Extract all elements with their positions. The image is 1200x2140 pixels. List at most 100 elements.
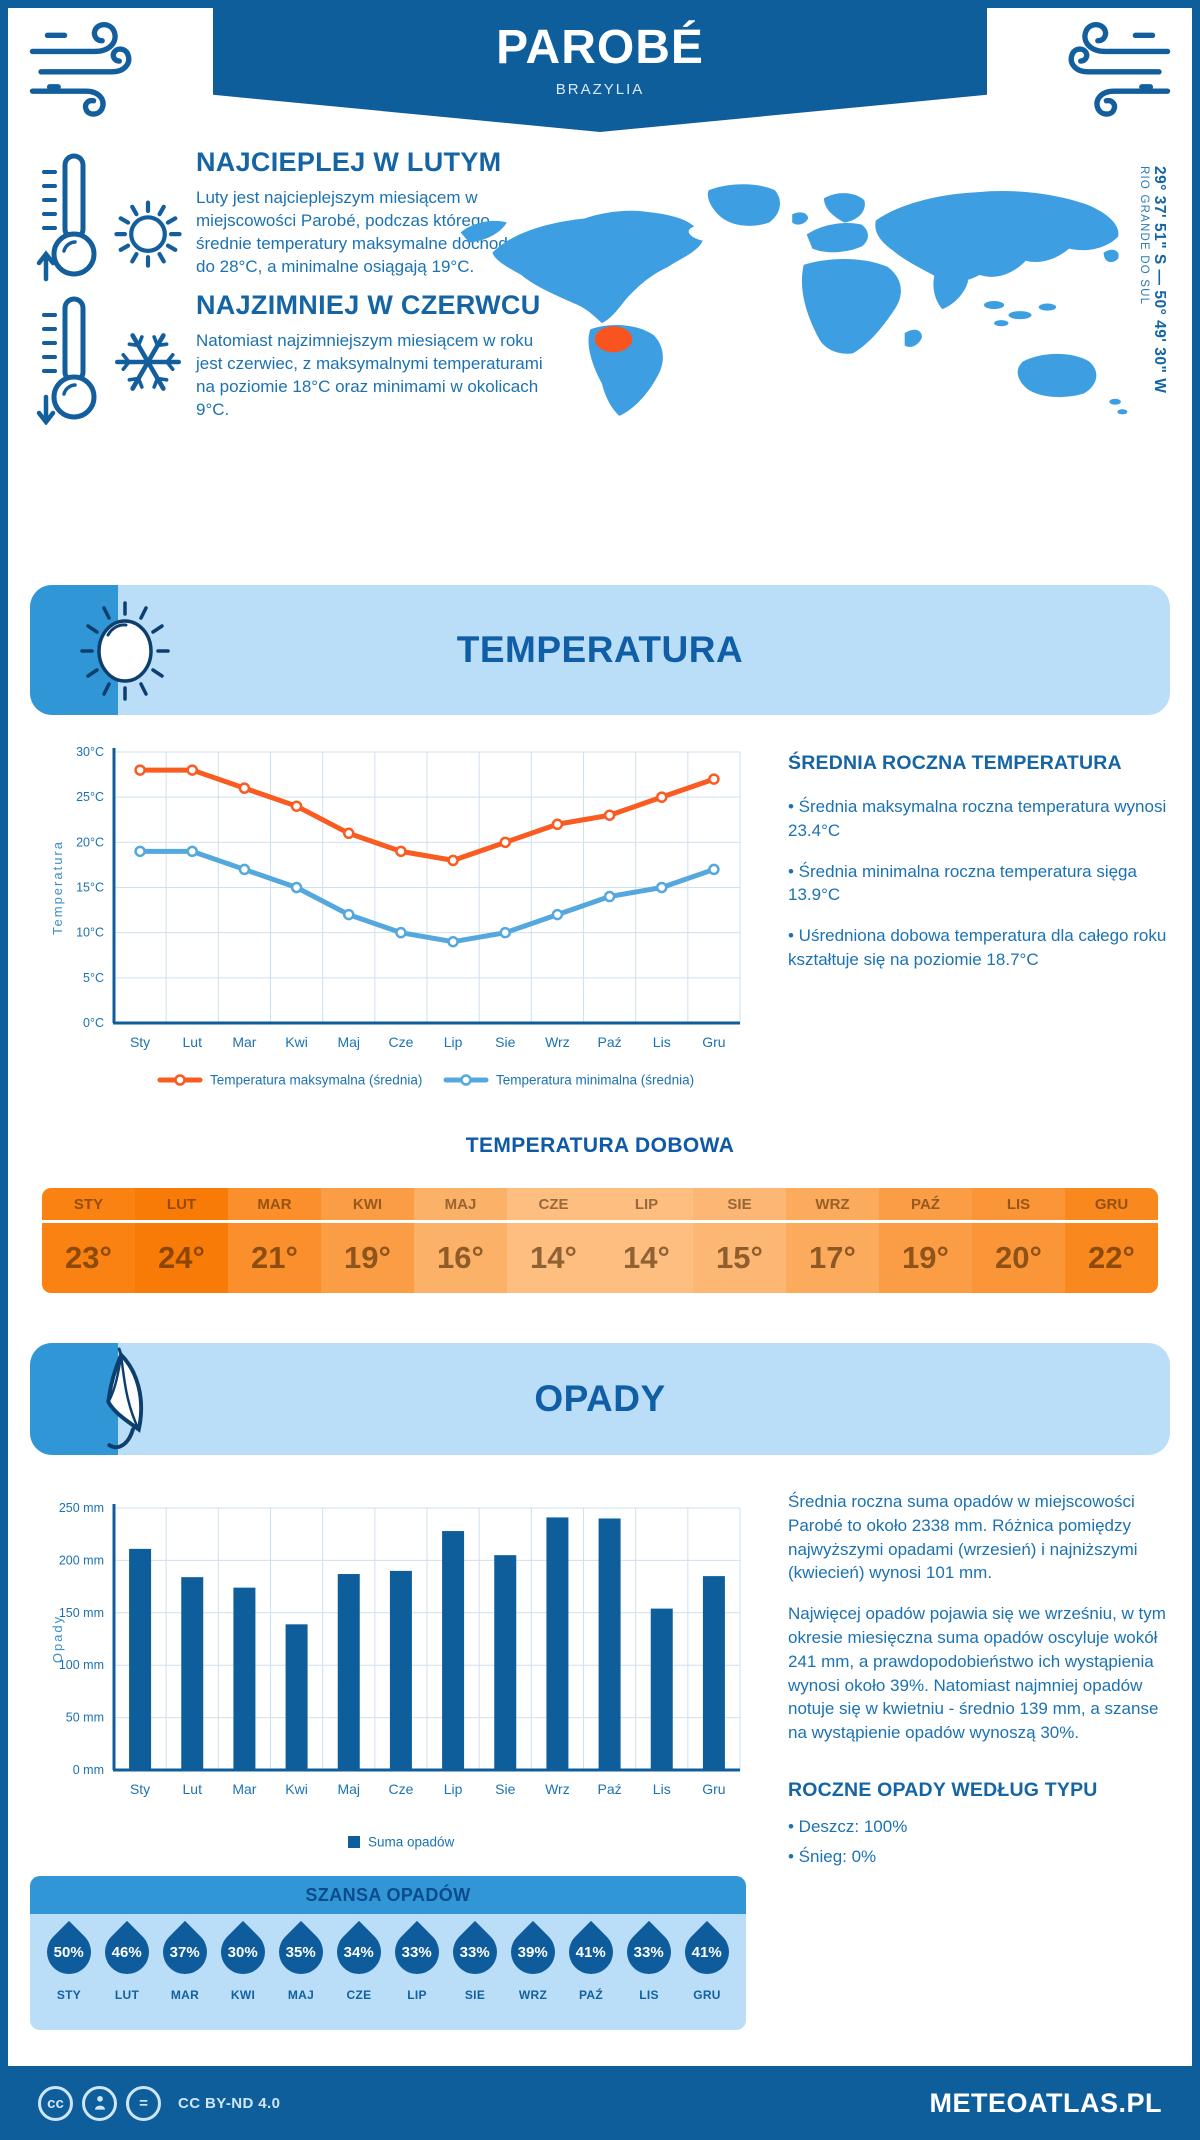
- banner-accent: [30, 1343, 118, 1455]
- page-title: PAROBÉ: [496, 21, 704, 74]
- world-map: [452, 156, 1144, 438]
- data-point: [603, 809, 616, 821]
- month-label: LIS: [639, 1988, 659, 2002]
- daily-temp-column: MAJ 16°: [414, 1188, 507, 1293]
- data-point: [290, 881, 303, 894]
- month-label: WRZ: [518, 1988, 548, 2002]
- attribution-person-icon: [82, 2085, 117, 2121]
- rain-chance-item: 35% MAJ: [269, 1914, 333, 2002]
- data-point: [186, 845, 198, 858]
- precip-bar: [337, 1574, 360, 1770]
- precip-bar: [285, 1624, 308, 1770]
- rain-chance-item: 50% STY: [37, 1914, 101, 2002]
- y-tick-label: 30°C: [76, 745, 104, 759]
- water-drop-icon: 34%: [327, 1920, 391, 1984]
- water-drop-icon: 41%: [675, 1920, 739, 1984]
- map-north-america: [492, 210, 703, 324]
- wind-icon: [29, 22, 132, 117]
- x-tick-label: Lip: [444, 1781, 463, 1797]
- map-greenland: [707, 184, 780, 226]
- water-drop-icon: 39%: [501, 1920, 565, 1984]
- month-label: WRZ: [786, 1188, 879, 1223]
- data-point: [447, 935, 459, 948]
- chart-grid: [113, 1507, 741, 1770]
- coordinates-text: 29° 37' 51" S — 50° 49' 30" W: [1151, 166, 1168, 394]
- header-banner: PAROBÉ BRAZYLIA: [213, 8, 987, 132]
- y-tick-label: 25°C: [76, 790, 104, 804]
- rain-chance-value: 37%: [169, 1943, 201, 1961]
- temperature-value: 20°: [995, 1240, 1042, 1275]
- precipitation-summary: Średnia roczna suma opadów w miejscowośc…: [788, 1490, 1170, 1875]
- month-label: MAJ: [287, 1988, 315, 2002]
- umbrella-icon: [106, 1347, 144, 1450]
- data-point: [395, 845, 407, 858]
- x-tick-label: Sty: [130, 1034, 150, 1050]
- precipitation-type-heading: ROCZNE OPADY WEDŁUG TYPU: [788, 1778, 1098, 1801]
- annual-bullet: • Średnia maksymalna roczna temperatura …: [788, 797, 1167, 840]
- data-point: [186, 764, 198, 776]
- x-tick-label: Lis: [653, 1034, 671, 1050]
- x-tick-label: Maj: [337, 1781, 360, 1797]
- month-label: LUT: [114, 1988, 140, 2002]
- license-label: CC BY-ND 4.0: [178, 2094, 281, 2112]
- daily-temp-column: LUT 24°: [135, 1188, 228, 1293]
- daily-temp-column: MAR 21°: [228, 1188, 321, 1293]
- daily-temp-column: LIP 14°: [600, 1188, 693, 1293]
- chart-grid: [113, 751, 741, 1023]
- map-australia: [1017, 353, 1097, 398]
- daily-temp-column: WRZ 17°: [786, 1188, 879, 1293]
- precipitation-paragraph: Średnia roczna suma opadów w miejscowośc…: [788, 1492, 1138, 1583]
- coldest-text: Natomiast najzimniejszym miesiącem w rok…: [196, 331, 543, 420]
- precipitation-bar-chart: 0 mm 50 mm 100 mm 150 mm 200 mm 250 mm Sty Lut M…: [50, 1501, 741, 1850]
- sun-icon: [80, 601, 170, 701]
- annual-bullet: • Uśredniona dobowa temperatura dla całe…: [788, 926, 1167, 969]
- rain-chance-item: 33% LIP: [385, 1914, 449, 2002]
- x-tick-label: Gru: [702, 1034, 725, 1050]
- temperature-value: 15°: [716, 1240, 763, 1275]
- x-tick-label: Paź: [598, 1781, 622, 1797]
- x-tick-label: Lip: [444, 1034, 463, 1050]
- precip-bar: [702, 1576, 725, 1770]
- y-tick-label: 100 mm: [59, 1658, 104, 1672]
- map-europe: [806, 222, 868, 253]
- y-tick-label: 150 mm: [59, 1606, 104, 1620]
- rain-chance-value: 39%: [517, 1943, 549, 1961]
- precip-bar: [389, 1570, 412, 1770]
- rain-chance-value: 41%: [691, 1943, 723, 1961]
- x-tick-label: Wrz: [545, 1034, 570, 1050]
- site-name: METEOATLAS.PL: [929, 2087, 1162, 2118]
- data-point: [238, 863, 251, 876]
- license-group: cc = CC BY-ND 4.0: [38, 2085, 281, 2121]
- coordinates-block: 29° 37' 51" S — 50° 49' 30" W RIO GRANDE…: [1138, 166, 1168, 444]
- data-point: [447, 854, 459, 867]
- temperature-section-title: TEMPERATURA: [456, 629, 744, 670]
- data-point: [395, 926, 407, 939]
- water-drop-icon: 33%: [443, 1920, 507, 1984]
- data-point: [290, 800, 303, 812]
- month-label: CZE: [507, 1188, 600, 1223]
- sun-icon: [114, 200, 182, 268]
- y-tick-label: 5°C: [83, 971, 104, 985]
- data-point: [499, 926, 511, 939]
- data-point: [551, 908, 564, 921]
- rain-chance-heading: SZANSA OPADÓW: [30, 1876, 746, 1914]
- daily-temperature-heading: TEMPERATURA DOBOWA: [465, 1134, 735, 1157]
- month-label: MAR: [228, 1188, 321, 1223]
- y-tick-label: 0°C: [83, 1016, 104, 1030]
- x-tick-label: Lut: [183, 1034, 203, 1050]
- rain-chance-value: 50%: [53, 1943, 85, 1961]
- temp-max-line: [137, 767, 717, 863]
- y-tick-label: 0 mm: [73, 1763, 104, 1777]
- month-label: CZE: [346, 1988, 372, 2002]
- footer: cc = CC BY-ND 4.0 METEOATLAS.PL: [0, 2066, 1200, 2140]
- temp-min-line: [137, 848, 717, 945]
- data-point: [238, 782, 251, 794]
- temperature-value: 21°: [251, 1240, 298, 1275]
- month-label: SIE: [464, 1988, 486, 2002]
- precipitation-section-title: OPADY: [534, 1378, 666, 1419]
- month-label: MAJ: [414, 1188, 507, 1223]
- daily-temp-column: STY 23°: [42, 1188, 135, 1293]
- y-tick-label: 10°C: [76, 926, 104, 940]
- y-tick-label: 20°C: [76, 835, 104, 849]
